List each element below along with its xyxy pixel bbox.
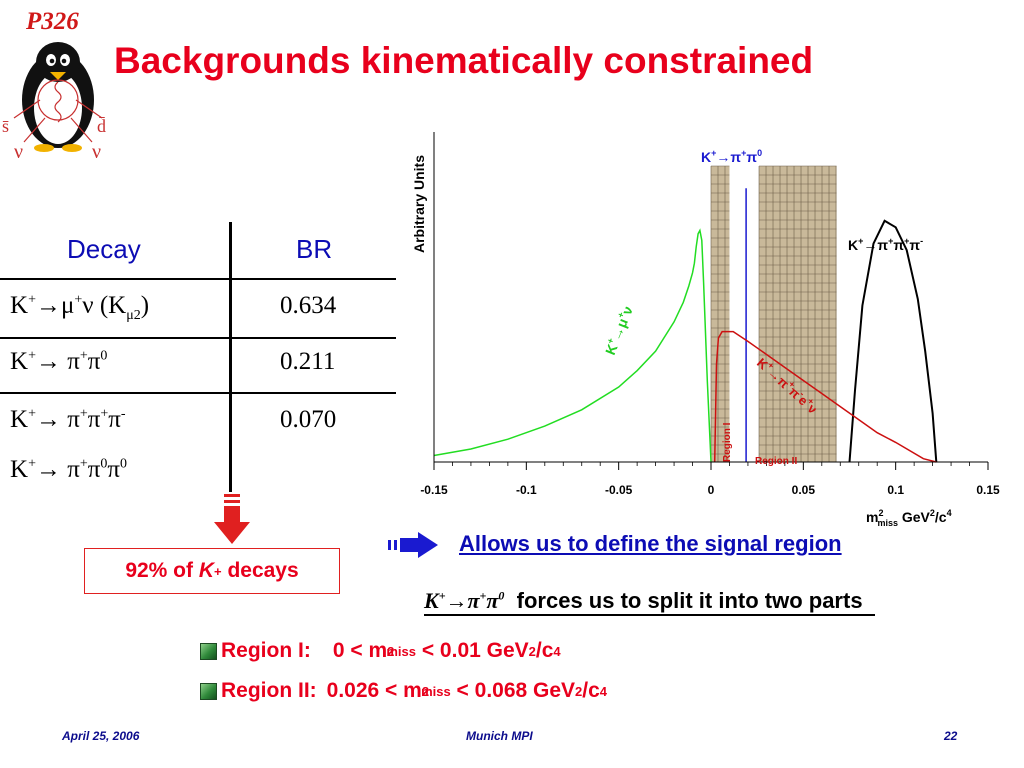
header-br: BR	[296, 234, 333, 264]
footer-page: 22	[944, 729, 958, 743]
x-tick-label: 0.05	[792, 483, 816, 497]
region-2-unit-sup2: 4	[599, 683, 608, 699]
br-value: 0.211	[280, 348, 336, 375]
region-1-hi: < 0.01 GeV	[416, 639, 529, 662]
footer-venue: Munich MPI	[466, 729, 533, 743]
x-tick-label: -0.1	[516, 483, 537, 497]
x-tick-label: 0	[708, 483, 715, 497]
region-2-line: Region II: 0.026 < m 2 miss < 0.068 GeV 2/c…	[200, 679, 607, 703]
split-text: K+→π+π0 forces us to split it into two p…	[424, 588, 875, 616]
table-divider	[0, 278, 410, 280]
decay-k3pi0: K+→ π+π0π0	[10, 456, 127, 483]
k3pi-curve	[848, 219, 938, 463]
br-value: 0.634	[280, 292, 337, 319]
decay-table: Decay BR K+→μ+ν (Kμ2) 0.634 K+→ π+π0 0.2…	[0, 222, 410, 492]
region-1-unit-sup2: 4	[553, 643, 561, 659]
region-1-band	[710, 165, 730, 462]
region-2-band	[758, 165, 837, 462]
br-value: 0.070	[280, 406, 337, 433]
region-2-label: Region II:	[221, 679, 317, 702]
plot-y-label: Arbitrary Units	[411, 155, 427, 253]
right-nu-label: ν	[92, 141, 101, 163]
region2-label: Region II	[755, 456, 797, 467]
right-quark-label: d̄	[97, 116, 106, 136]
kpi2-label: K+→π+π0	[701, 148, 762, 165]
x-tick-label: -0.05	[605, 483, 633, 497]
ke4-curve	[713, 330, 937, 463]
fraction-k: K	[198, 559, 215, 582]
decay-kmu2: K+→μ+ν (Kμ2)	[10, 292, 150, 323]
region-2-sub: miss	[421, 683, 451, 699]
fraction-prefix: 92% of	[125, 559, 199, 582]
slide-title: Backgrounds kinematically constrained	[114, 40, 814, 81]
region-1-sub: miss	[386, 643, 416, 659]
region-1-lo: 0 < m	[332, 639, 388, 662]
kmu2-curve	[433, 228, 712, 463]
x-tick-label: 0.15	[976, 483, 1000, 497]
fraction-box: 92% of K + decays	[84, 548, 340, 594]
split-decay: K+→π+π0	[424, 588, 505, 613]
region-fill	[711, 166, 730, 462]
region-1-sup: 2	[387, 643, 395, 659]
region-2-unit: /c	[582, 679, 600, 702]
bullet-icon	[200, 682, 217, 700]
right-arrow-icon	[388, 532, 438, 558]
decay-k3pi: K+→ π+π+π-	[10, 406, 126, 433]
x-tick-label: -0.15	[420, 483, 448, 497]
down-arrow-icon	[214, 494, 250, 544]
penguin-logo: P326 s̄ d̄ ν ν	[0, 0, 110, 190]
table-divider	[0, 392, 410, 394]
region1-label: Region I	[722, 422, 733, 462]
region-2-sup: 2	[421, 683, 430, 699]
header-decay: Decay	[67, 234, 141, 264]
region-2-hi: < 0.068 GeV	[450, 679, 576, 702]
table-divider	[0, 337, 410, 339]
plot-axes: -0.15 -0.1 -0.05 0 0.05 0.1 0.15	[420, 132, 1000, 497]
region-fill	[759, 166, 837, 462]
left-quark-label: s̄	[2, 116, 9, 136]
decay-kpi2: K+→ π+π0	[10, 348, 108, 375]
x-tick-label: 0.1	[887, 483, 904, 497]
region-1-line: Region I: 0 < m 2 miss < 0.01 GeV 2/c 4	[200, 639, 561, 663]
region-2-unit-sup: 2	[575, 683, 583, 699]
penguin-icon: s̄ d̄ ν ν	[2, 42, 106, 163]
fraction-k-sup: +	[214, 563, 222, 579]
missing-mass-plot: -0.15 -0.1 -0.05 0 0.05 0.1 0.15 Arbitrary Uni…	[396, 124, 1016, 529]
split-suffix: forces us to split it into two parts	[510, 588, 863, 613]
signal-region-text: Allows us to define the signal region	[459, 531, 842, 556]
fraction-suffix: decays	[221, 559, 299, 582]
left-nu-label: ν	[14, 141, 23, 163]
footer-date: April 25, 2006	[62, 729, 140, 743]
region-2-lo: 0.026 < m	[326, 679, 422, 702]
region-1-unit: /c	[535, 639, 554, 662]
region-1-label: Region I:	[221, 639, 311, 662]
bullet-icon	[200, 642, 217, 660]
logo-text: P326	[26, 8, 79, 35]
region-1-unit-sup: 2	[528, 643, 536, 659]
table-divider-vertical	[229, 222, 232, 492]
